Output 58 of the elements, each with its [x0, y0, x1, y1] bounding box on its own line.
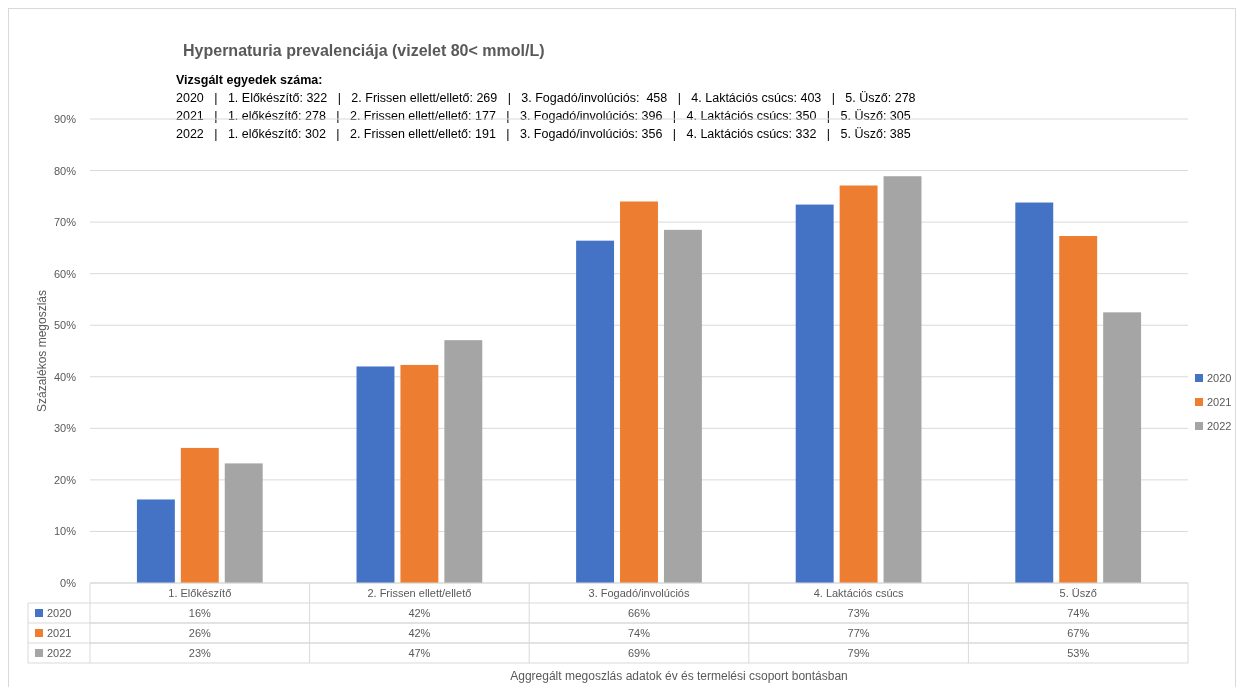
bar	[663, 229, 702, 583]
legend-label: 2021	[1207, 396, 1232, 408]
data-label: 26%	[188, 627, 212, 639]
data-label: 74%	[1067, 607, 1090, 619]
y-tick-label: 10%	[53, 525, 77, 538]
y-tick-label: 60%	[53, 267, 77, 280]
bar	[839, 185, 878, 583]
bar	[400, 364, 439, 583]
data-label: 42%	[408, 627, 431, 639]
data-label: 53%	[1067, 647, 1090, 659]
bar	[444, 340, 483, 583]
chart-title: Hypernaturia prevalenciája (vizelet 80< mmol/L)	[183, 42, 545, 59]
y-tick-label: 70%	[53, 216, 77, 229]
data-label: 73%	[847, 607, 870, 619]
bar	[136, 499, 175, 583]
text: 2022	[47, 647, 72, 659]
data-label: 74%	[627, 627, 651, 639]
data-label: 23%	[188, 647, 212, 659]
y-tick-label: 0%	[60, 577, 77, 589]
x-tick-label: 1. Előkészítő	[168, 587, 232, 599]
y-tick-label: 20%	[53, 473, 77, 486]
y-axis-title: Százalékos megoszlás	[35, 289, 49, 413]
y-tick-label: 80%	[53, 164, 77, 177]
text: Aggregált megoszlás adatok év és termelési csoport bontásban	[510, 669, 848, 683]
bar	[224, 463, 263, 583]
data-label: 79%	[847, 647, 870, 659]
data-label: 67%	[1067, 627, 1090, 639]
bar	[1059, 236, 1098, 583]
data-label: 66%	[627, 607, 651, 619]
bar	[1103, 312, 1142, 583]
bar	[356, 366, 395, 583]
text: 2021	[47, 627, 72, 639]
legend-label: 2022	[1207, 420, 1232, 432]
text: 2020 | 1. Előkészítő: 322 | 2. Frissen ellett/ellető: 269 | 3. Fogadó/involúciós: 458 | 4. Laktációs csúcs: 403 | 5. Üsző: 278	[176, 91, 916, 105]
y-tick-label: 40%	[53, 370, 77, 383]
text: 2020	[1207, 372, 1232, 384]
x-tick-label: 4. Laktációs csúcs	[813, 587, 905, 599]
y-tick-label: 50%	[53, 319, 77, 332]
data-label: 77%	[847, 627, 870, 639]
bar	[1015, 202, 1054, 583]
text: Vizsgált egyedek száma:	[176, 73, 323, 87]
bar	[620, 201, 658, 583]
bar	[576, 240, 615, 583]
data-label: 16%	[188, 607, 212, 619]
annotation: 2021 | 1. előkészítő: 278 | 2. Frissen ellett/ellető: 177 | 3. Fogadó/involúciós: 396 | 4. Laktációs csúcs: 350 | 5. Üsző: 305	[176, 109, 911, 123]
data-label: 47%	[408, 647, 431, 659]
x-tick-label: 5. Üsző	[1059, 587, 1097, 599]
annotation: 2022 | 1. előkészítő: 302 | 2. Frissen ellett/ellető: 191 | 3. Fogadó/involúciós: 356 | 4. Laktációs csúcs: 332 | 5. Üsző: 385	[176, 127, 911, 141]
y-tick-label: 90%	[53, 113, 77, 125]
bar	[180, 447, 219, 583]
data-label: 42%	[408, 607, 431, 619]
x-tick-label: 3. Fogadó/involúciós	[588, 587, 690, 599]
bar	[795, 204, 834, 583]
x-tick-label: 2. Frissen ellett/ellető	[367, 587, 472, 599]
legend-label: 2020	[47, 607, 72, 619]
data-label: 69%	[627, 647, 651, 659]
bar	[883, 176, 922, 583]
y-tick-label: 30%	[53, 422, 77, 435]
